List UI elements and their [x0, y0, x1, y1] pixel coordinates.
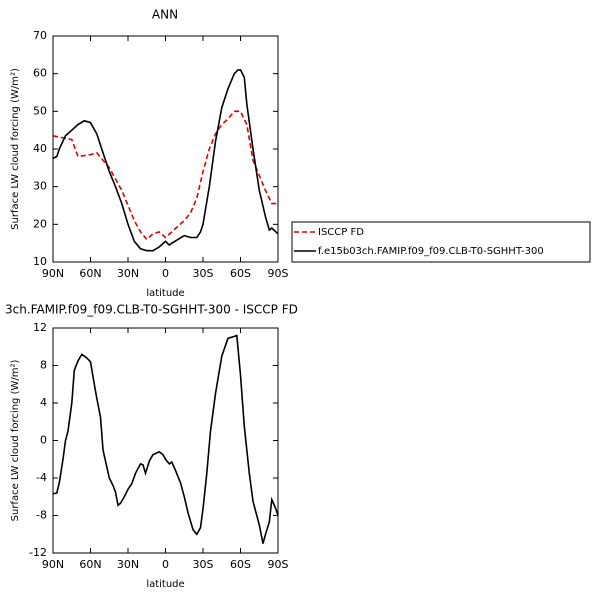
y-tick-label: 8	[40, 359, 47, 372]
chart-title: ANN	[152, 8, 178, 22]
x-tick-label: 0	[162, 558, 169, 571]
y-tick-label: 40	[33, 142, 47, 155]
y-tick-label: 20	[33, 217, 47, 230]
x-tick-label: 90N	[42, 267, 64, 280]
x-tick-label: 60N	[79, 558, 101, 571]
y-axis-label: Surface LW cloud forcing (W/m²)	[10, 68, 21, 230]
series-line	[52, 69, 279, 252]
x-tick-label: 60S	[230, 558, 251, 571]
y-tick-label: 50	[33, 104, 47, 117]
legend-label: ISCCP FD	[318, 227, 364, 238]
x-tick-label: 90N	[42, 558, 64, 571]
x-tick-label: 90S	[268, 267, 289, 280]
y-tick-label: 12	[33, 321, 47, 334]
y-tick-label: -4	[36, 471, 47, 484]
x-tick-label: 30S	[193, 558, 214, 571]
x-axis-label: latitude	[146, 579, 184, 590]
y-tick-label: -8	[36, 509, 47, 522]
series-line	[52, 110, 278, 241]
plot-frame	[52, 327, 279, 554]
x-tick-label: 60S	[230, 267, 251, 280]
y-tick-label: 60	[33, 67, 47, 80]
y-tick-label: 0	[40, 434, 47, 447]
x-axis-label: latitude	[146, 288, 184, 299]
x-tick-label: 90S	[268, 558, 289, 571]
legend-box	[291, 221, 591, 263]
plot-frame	[52, 35, 279, 263]
y-axis-label: Surface LW cloud forcing (W/m²)	[10, 360, 21, 522]
x-tick-label: 30N	[117, 558, 139, 571]
x-tick-label: 0	[162, 267, 169, 280]
legend-label: f.e15b03ch.FAMIP.f09_f09.CLB-T0-SGHHT-30…	[318, 246, 544, 257]
y-tick-label: 30	[33, 180, 47, 193]
x-tick-label: 60N	[79, 267, 101, 280]
y-tick-label: -12	[29, 546, 47, 559]
y-tick-label: 70	[33, 29, 47, 42]
y-tick-label: 4	[40, 396, 47, 409]
x-tick-label: 30N	[117, 267, 139, 280]
chart-title: 3ch.FAMIP.f09_f09.CLB-T0-SGHHT-300 - ISC…	[5, 303, 298, 317]
x-tick-label: 30S	[193, 267, 214, 280]
y-tick-label: 10	[33, 255, 47, 268]
series-line	[52, 334, 279, 544]
